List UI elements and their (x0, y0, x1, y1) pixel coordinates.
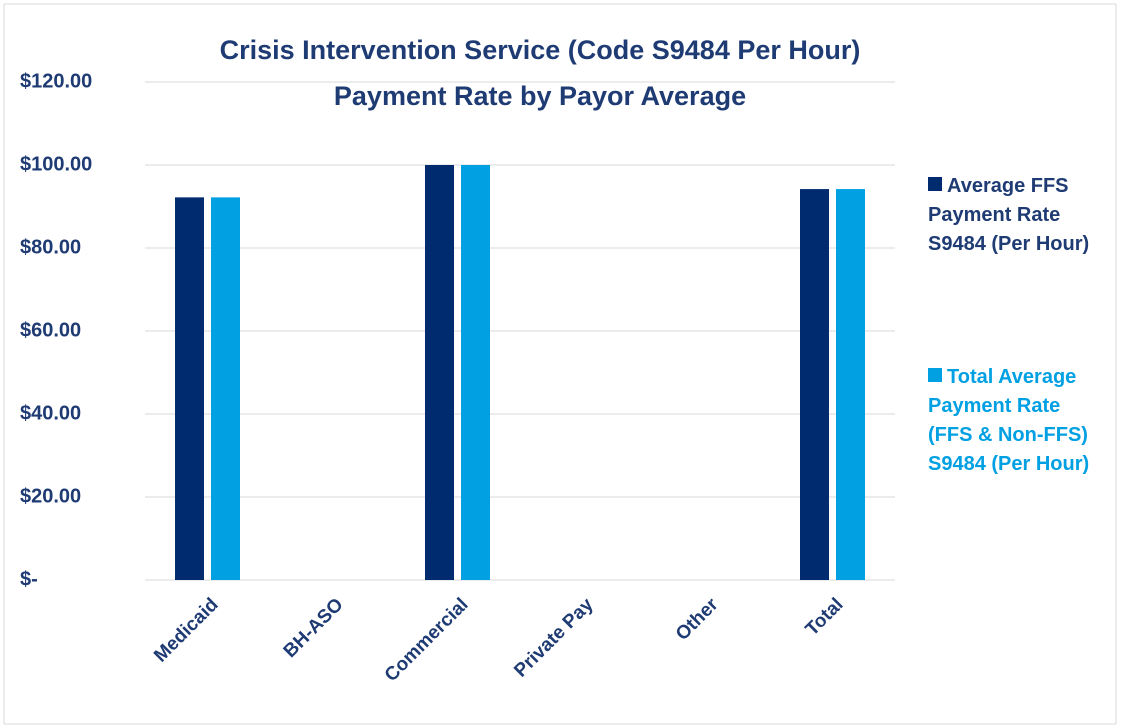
legend-label: Total Average Payment Rate (FFS & Non-FF… (928, 366, 1090, 475)
y-tick-label: $120.00 (20, 70, 92, 92)
y-tick-label: $60.00 (20, 319, 81, 341)
bar (836, 189, 865, 580)
bar (425, 165, 454, 580)
y-tick-label: $80.00 (20, 236, 81, 258)
legend-swatch (928, 177, 942, 191)
chart-subtitle: Payment Rate by Payor Average (334, 81, 746, 111)
bar (461, 165, 490, 580)
legend-entry: Average FFS Payment Rate S9484 (Per Hour… (928, 172, 1108, 259)
chart-title: Crisis Intervention Service (Code S9484 … (220, 35, 861, 65)
bar (800, 189, 829, 580)
y-tick-label: $20.00 (20, 485, 81, 507)
legend-entry: Total Average Payment Rate (FFS & Non-FF… (928, 363, 1108, 479)
y-tick-label: $40.00 (20, 402, 81, 424)
bar (175, 197, 204, 580)
legend-label: Average FFS Payment Rate S9484 (Per Hour… (928, 175, 1090, 255)
legend-swatch (928, 368, 942, 382)
bar (211, 197, 240, 580)
y-tick-label: $100.00 (20, 153, 92, 175)
y-tick-label: $- (20, 568, 38, 590)
